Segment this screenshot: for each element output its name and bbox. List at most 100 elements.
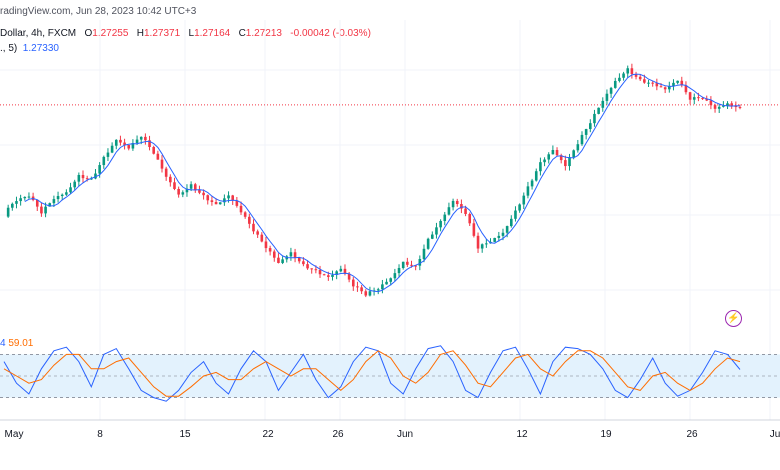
change-value: -0.00042 (-0.03%) (290, 28, 371, 39)
high-value: 1.27371 (144, 28, 181, 39)
candle-down (559, 155, 563, 161)
candle-down (173, 182, 176, 189)
candle-down (414, 265, 417, 267)
candle-up (543, 159, 546, 163)
candle-down (306, 264, 309, 269)
candle-down (318, 270, 322, 275)
candle-up (60, 194, 64, 197)
ma-label: ., 5) (0, 43, 18, 54)
candle-up (422, 248, 426, 260)
candle-up (676, 80, 679, 83)
candle-up (568, 157, 571, 167)
x-tick-label: 26 (332, 429, 344, 440)
candle-down (164, 168, 168, 177)
candle-down (314, 269, 318, 271)
ma-value: 1.27330 (22, 43, 59, 54)
candle-down (472, 223, 476, 236)
candle-down (297, 257, 301, 262)
candle-down (680, 80, 684, 86)
chart-source-line: radingView.com, Jun 28, 2023 10:42 UTC+3 (0, 6, 197, 17)
x-tick-label: 8 (97, 429, 103, 440)
candle-down (460, 204, 463, 209)
candle-up (98, 165, 101, 174)
candle-up (90, 178, 93, 180)
candle-down (35, 199, 39, 207)
candle-up (23, 196, 27, 199)
candle-down (40, 206, 43, 214)
candle-up (726, 103, 729, 106)
candle-up (335, 271, 338, 275)
stoch-d-line (3, 350, 741, 397)
candle-down (264, 241, 268, 249)
candle-up (505, 226, 509, 233)
candle-up (668, 85, 671, 90)
candle-down (659, 86, 663, 88)
candle-down (476, 235, 480, 249)
grid-lines (0, 20, 780, 420)
candle-up (572, 150, 575, 158)
candle-down (705, 98, 709, 101)
candle-up (44, 206, 47, 214)
candle-down (564, 160, 567, 167)
candle-up (94, 173, 97, 179)
candle-down (235, 200, 239, 206)
candle-up (27, 196, 31, 198)
candle-up (439, 220, 442, 228)
candle-down (160, 159, 164, 169)
candle-up (601, 100, 605, 108)
candle-up (65, 192, 68, 195)
candle-up (331, 274, 334, 277)
candle-down (144, 136, 147, 141)
candle-down (202, 192, 205, 196)
candle-up (597, 107, 600, 114)
symbol-ohlc-line: Dollar, 4h, FXCM O1.27255 H1.27371 L1.27… (0, 28, 371, 39)
candle-up (73, 181, 76, 188)
candle-up (493, 237, 496, 242)
candle-down (206, 195, 210, 201)
candle-down (360, 287, 363, 292)
stoch-legend[interactable]: 4 59.01 (0, 338, 33, 349)
candle-up (722, 105, 725, 107)
candle-down (198, 190, 201, 193)
candle-down (351, 279, 355, 287)
candle-down (148, 140, 151, 148)
bolt-icon[interactable]: ⚡ (725, 310, 742, 327)
x-tick-label: 26 (686, 429, 698, 440)
candle-down (356, 286, 359, 288)
candle-up (547, 154, 551, 160)
candle-up (497, 235, 501, 238)
candle-up (339, 268, 343, 272)
candle-down (268, 248, 272, 252)
candle-up (451, 200, 455, 208)
candle-down (638, 76, 642, 80)
ma-legend[interactable]: ., 5) 1.27330 (0, 43, 59, 54)
candle-down (260, 234, 264, 242)
candle-down (738, 107, 742, 109)
candle-up (281, 259, 284, 263)
candle-down (252, 223, 255, 232)
candle-down (734, 106, 738, 108)
x-tick-label: 19 (600, 429, 612, 440)
candle-up (622, 73, 625, 78)
candle-up (605, 93, 609, 101)
candle-down (709, 100, 713, 106)
x-tick-label: May (5, 429, 24, 440)
candle-up (522, 195, 526, 205)
candle-down (630, 68, 634, 75)
candle-up (393, 273, 397, 279)
candle-down (663, 87, 667, 90)
candle-down (152, 147, 155, 154)
candle-up (518, 204, 521, 211)
candle-down (231, 195, 235, 201)
candle-down (410, 264, 413, 266)
candle-up (526, 186, 530, 196)
candle-down (293, 252, 297, 258)
symbol-name[interactable]: Dollar, 4h, FXCM (0, 28, 77, 39)
candle-down (701, 98, 704, 100)
x-tick-label: 12 (516, 429, 528, 440)
candle-down (634, 74, 638, 77)
candle-up (480, 244, 484, 249)
candle-up (584, 129, 588, 135)
candle-up (397, 267, 401, 274)
